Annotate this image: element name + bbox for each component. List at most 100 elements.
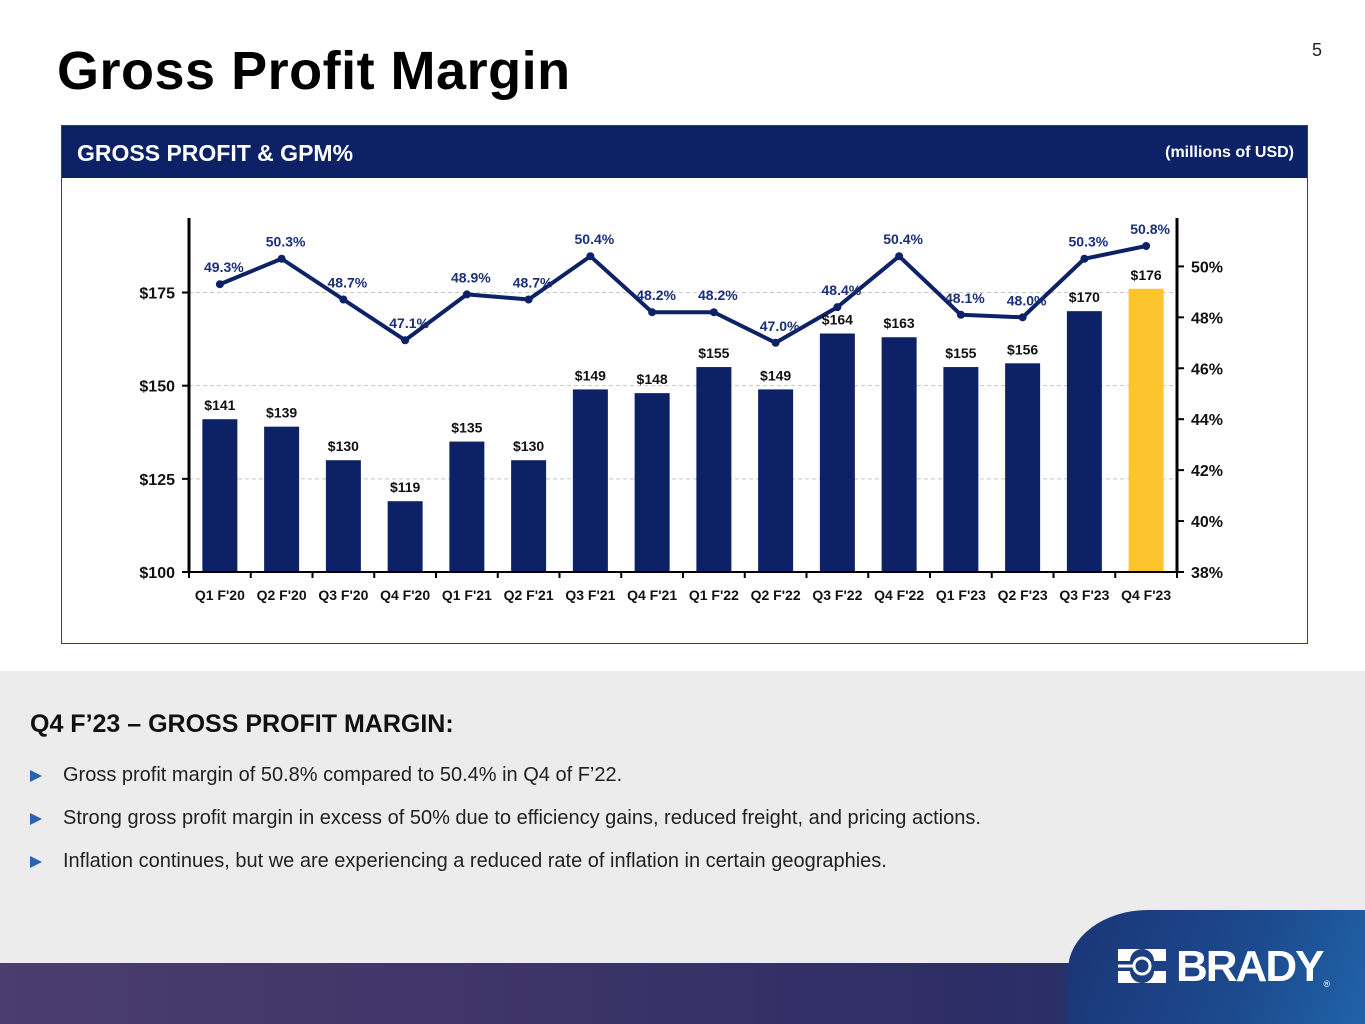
gpm-point xyxy=(215,280,224,289)
right-axis-tick-label: 44% xyxy=(1191,412,1223,429)
x-axis-category-label: Q1 F'22 xyxy=(689,587,739,603)
gpm-value-label: 47.0% xyxy=(760,318,800,334)
bar xyxy=(387,501,423,572)
commentary-bullet: Inflation continues, but we are experien… xyxy=(30,850,887,873)
gpm-value-label: 48.7% xyxy=(513,274,553,290)
bar xyxy=(1128,288,1164,572)
gpm-value-label: 48.2% xyxy=(698,287,738,303)
x-axis-category-label: Q3 F'20 xyxy=(318,587,368,603)
bar xyxy=(1066,311,1102,572)
triangle-right-icon xyxy=(30,812,42,825)
left-axis-tick-label: $100 xyxy=(139,565,175,582)
brady-logo-mark-icon xyxy=(1118,949,1166,983)
gpm-value-label: 48.1% xyxy=(945,290,985,306)
bar-value-label: $149 xyxy=(575,367,606,383)
gross-profit-chart: $100 $125 $150 $175 38% 40% 42% 44% 46% 48% 50% Q1 … xyxy=(139,218,1223,603)
bullet-text: Inflation continues, but we are experien… xyxy=(63,850,887,872)
bar xyxy=(758,389,794,572)
bar xyxy=(202,419,238,572)
triangle-right-icon xyxy=(30,769,42,782)
chart-panel-header: GROSS PROFIT & GPM% (millions of USD) xyxy=(62,126,1307,178)
brady-logo-text: BRADY xyxy=(1176,942,1324,991)
gpm-value-label: 48.4% xyxy=(822,282,862,298)
gpm-point xyxy=(586,252,595,261)
bar xyxy=(572,389,608,572)
gpm-point xyxy=(401,336,410,345)
x-axis-category-label: Q3 F'21 xyxy=(565,587,615,603)
bar-value-label: $156 xyxy=(1007,341,1038,357)
gpm-point xyxy=(895,252,904,261)
gpm-point xyxy=(1080,254,1089,263)
right-axis-tick-label: 48% xyxy=(1191,310,1223,327)
x-axis-category-label: Q1 F'23 xyxy=(936,587,986,603)
gpm-point xyxy=(1142,242,1151,251)
gpm-point xyxy=(648,308,657,317)
gpm-line-path xyxy=(219,244,1147,345)
gpm-value-label: 48.7% xyxy=(328,274,368,290)
bar xyxy=(264,426,300,572)
right-axis-tick-label: 42% xyxy=(1191,463,1223,480)
right-axis-tick-label: 40% xyxy=(1191,514,1223,531)
bar-value-label: $170 xyxy=(1069,289,1100,305)
bar-value-label: $141 xyxy=(204,397,235,413)
right-axis-tick-label: 38% xyxy=(1191,565,1223,582)
bar-value-label: $164 xyxy=(822,312,853,328)
bar xyxy=(943,367,979,572)
bar-value-label: $155 xyxy=(945,345,976,361)
bar-value-label: $139 xyxy=(266,405,297,421)
x-axis-category-label: Q4 F'23 xyxy=(1121,587,1171,603)
gpm-point xyxy=(524,295,533,304)
commentary-heading: Q4 F’23 – GROSS PROFIT MARGIN: xyxy=(30,710,454,738)
bullet-text: Strong gross profit margin in excess of … xyxy=(63,807,981,829)
x-axis-category-label: Q1 F'21 xyxy=(442,587,492,603)
bar xyxy=(325,460,361,572)
x-axis-category-label: Q4 F'20 xyxy=(380,587,430,603)
bar xyxy=(449,441,485,572)
bar xyxy=(511,460,547,572)
x-axis-category-label: Q2 F'22 xyxy=(751,587,801,603)
gpm-point xyxy=(462,290,471,299)
gpm-value-label: 50.3% xyxy=(1069,234,1109,250)
gpm-point xyxy=(277,254,286,263)
right-axis-tick-label: 50% xyxy=(1191,259,1223,276)
x-axis-category-label: Q2 F'21 xyxy=(504,587,554,603)
bar-value-label: $155 xyxy=(698,345,729,361)
chart-units: (millions of USD) xyxy=(1165,144,1294,161)
bar-value-label: $176 xyxy=(1131,267,1162,283)
left-axis-tick-label: $175 xyxy=(139,286,175,303)
left-axis-tick-label: $150 xyxy=(139,379,175,396)
bar-value-label: $130 xyxy=(513,438,544,454)
bar xyxy=(1005,363,1041,572)
triangle-right-icon xyxy=(30,855,42,868)
x-axis-category-label: Q4 F'22 xyxy=(874,587,924,603)
commentary-bullet: Gross profit margin of 50.8% compared to… xyxy=(30,764,622,787)
bar xyxy=(634,393,670,572)
bars xyxy=(202,288,1164,572)
left-axis-tick-label: $125 xyxy=(139,472,175,489)
bar-value-label: $148 xyxy=(637,371,668,387)
bar-value-label: $163 xyxy=(884,315,915,331)
gpm-value-label: 49.3% xyxy=(204,259,244,275)
bar-value-label: $135 xyxy=(451,420,482,436)
bar xyxy=(819,333,855,572)
x-axis-category-label: Q2 F'23 xyxy=(998,587,1048,603)
gpm-point xyxy=(339,295,348,304)
gpm-point xyxy=(771,338,780,347)
registered-mark: ® xyxy=(1323,979,1331,989)
bar xyxy=(696,367,732,572)
gpm-value-label: 50.4% xyxy=(883,231,923,247)
gpm-point xyxy=(833,303,842,312)
bar xyxy=(881,337,917,572)
axes: $100 $125 $150 $175 38% 40% 42% 44% 46% 48% 50% Q1 … xyxy=(139,218,1223,603)
x-axis-category-label: Q4 F'21 xyxy=(627,587,677,603)
gpm-value-label: 50.3% xyxy=(266,234,306,250)
commentary-bullet: Strong gross profit margin in excess of … xyxy=(30,807,981,830)
gpm-value-label: 50.4% xyxy=(575,231,615,247)
gpm-value-label: 50.8% xyxy=(1130,221,1170,237)
logo-tab xyxy=(1068,910,1365,1024)
gpm-line xyxy=(215,242,1151,347)
page-number: 5 xyxy=(1312,40,1323,60)
bar-value-label: $130 xyxy=(328,438,359,454)
chart-title: GROSS PROFIT & GPM% xyxy=(77,140,354,166)
gpm-point xyxy=(709,308,718,317)
